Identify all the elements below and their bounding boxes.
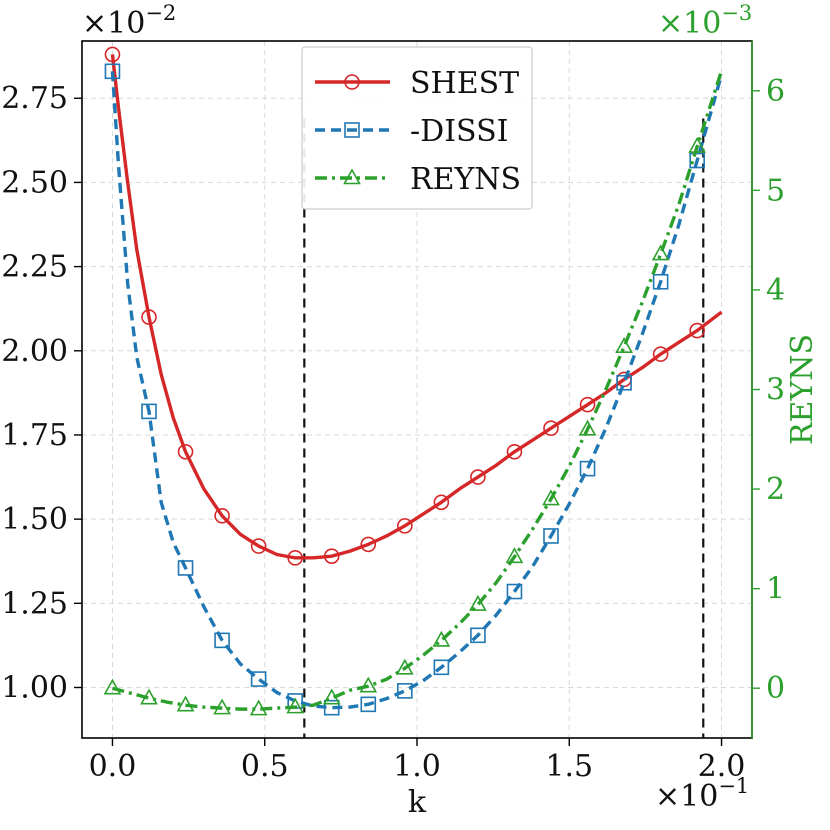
legend-items: SHEST -DISSI REYNS bbox=[315, 66, 521, 197]
data-point-dissi bbox=[689, 152, 705, 169]
right-y-tick-label: 6 bbox=[766, 74, 785, 109]
legend-marker bbox=[344, 74, 360, 90]
data-point-reyns bbox=[249, 699, 268, 716]
y-tick-label: 2.75 bbox=[1, 81, 68, 116]
right-y-axis-label: REYNS bbox=[785, 334, 820, 445]
data-point-dissi bbox=[433, 659, 450, 676]
legend: SHEST -DISSI REYNS bbox=[301, 46, 533, 210]
y-tick-label: 2.25 bbox=[1, 250, 68, 285]
data-point-shest bbox=[652, 346, 669, 362]
right-y-scale-base: ×10 bbox=[658, 6, 721, 41]
data-point-dissi bbox=[323, 699, 340, 716]
right-y-scale-exponent: −3 bbox=[721, 1, 752, 25]
series-line-dissi bbox=[110, 71, 724, 710]
legend-label: REYNS bbox=[410, 162, 521, 197]
legend-marker bbox=[344, 122, 360, 138]
data-point-shest bbox=[104, 46, 121, 63]
data-point-reyns bbox=[651, 244, 670, 261]
data-point-shest bbox=[250, 538, 267, 554]
grid-layer bbox=[82, 41, 752, 738]
data-point-reyns bbox=[542, 489, 560, 506]
data-point-shest bbox=[470, 469, 486, 485]
x-tick-label: 2.0 bbox=[698, 749, 746, 784]
right-y-tick-label: 0 bbox=[766, 671, 785, 706]
data-point-reyns bbox=[432, 630, 451, 647]
data-point-dissi bbox=[616, 374, 632, 391]
data-point-reyns bbox=[395, 658, 414, 675]
tick-layer: 0.0 0.5 1.0 1.5 2.0 1.00 1.25 1.50 1.75 2.00 2.25 2… bbox=[1, 74, 785, 784]
vertical-reference-lines bbox=[303, 118, 705, 738]
data-point-shest bbox=[689, 322, 705, 339]
data-point-dissi bbox=[397, 683, 413, 699]
data-point-dissi bbox=[543, 528, 559, 544]
data-point-shest bbox=[506, 443, 523, 460]
right-y-tick-label: 5 bbox=[766, 173, 785, 208]
series-line-shest bbox=[110, 54, 723, 560]
x-tick-label: 0.0 bbox=[89, 749, 137, 784]
right-y-tick-label: 3 bbox=[766, 373, 785, 408]
data-point-shest bbox=[177, 443, 194, 460]
data-point-reyns bbox=[688, 136, 707, 153]
legend-box bbox=[301, 46, 533, 210]
data-point-reyns bbox=[505, 547, 524, 564]
x-scale-exponent: −1 bbox=[718, 774, 749, 798]
left-y-scale-base: ×10 bbox=[82, 6, 145, 41]
data-point-reyns bbox=[359, 676, 378, 693]
data-point-dissi bbox=[177, 560, 194, 576]
data-point-dissi bbox=[250, 671, 267, 687]
data-point-dissi bbox=[579, 460, 596, 477]
data-point-shest bbox=[287, 550, 303, 566]
y-tick-label: 1.75 bbox=[1, 418, 68, 453]
y-tick-label: 1.25 bbox=[1, 586, 68, 621]
right-y-tick-label: 4 bbox=[766, 273, 785, 308]
data-point-dissi bbox=[214, 632, 230, 649]
series-line-reyns bbox=[112, 70, 724, 711]
data-point-reyns bbox=[615, 337, 633, 353]
data-point-dissi bbox=[360, 696, 377, 713]
data-point-dissi bbox=[652, 273, 669, 290]
series-layer bbox=[103, 46, 724, 716]
data-point-shest bbox=[433, 494, 450, 511]
data-point-shest bbox=[579, 396, 596, 413]
x-scale-multiplier: ×10−1 bbox=[655, 774, 749, 814]
data-point-dissi bbox=[141, 403, 157, 420]
data-point-dissi bbox=[470, 627, 486, 644]
data-point-reyns bbox=[469, 594, 487, 611]
data-point-dissi bbox=[506, 583, 523, 600]
data-point-reyns bbox=[103, 678, 122, 695]
data-point-reyns bbox=[322, 688, 341, 705]
left-y-scale-multiplier: ×10−2 bbox=[82, 1, 176, 41]
y-tick-label: 2.50 bbox=[1, 165, 68, 200]
legend-label: SHEST bbox=[410, 66, 519, 101]
x-tick-label: 1.0 bbox=[393, 749, 441, 784]
data-point-reyns bbox=[176, 695, 195, 712]
data-point-shest bbox=[543, 420, 559, 437]
y-tick-label: 1.00 bbox=[1, 670, 68, 705]
legend-marker bbox=[343, 168, 361, 185]
data-point-shest bbox=[141, 309, 157, 325]
y-tick-label: 2.00 bbox=[1, 334, 68, 369]
x-tick-label: 1.5 bbox=[545, 749, 593, 784]
legend-label: -DISSI bbox=[410, 114, 508, 149]
data-point-reyns bbox=[213, 698, 231, 715]
data-point-dissi bbox=[104, 63, 121, 80]
right-y-tick-label: 2 bbox=[766, 472, 785, 507]
x-scale-base: ×10 bbox=[655, 779, 718, 814]
left-y-scale-exponent: −2 bbox=[145, 1, 176, 25]
x-tick-label: 0.5 bbox=[241, 749, 289, 784]
data-point-shest bbox=[214, 507, 230, 524]
data-point-reyns bbox=[286, 697, 305, 714]
data-point-shest bbox=[360, 536, 377, 553]
data-point-shest bbox=[397, 518, 413, 534]
data-point-reyns bbox=[140, 688, 158, 705]
right-y-tick-label: 1 bbox=[766, 572, 785, 607]
y-tick-label: 1.50 bbox=[1, 502, 68, 537]
data-point-shest bbox=[323, 548, 340, 564]
x-axis-label: k bbox=[408, 785, 427, 820]
data-point-reyns bbox=[578, 419, 597, 436]
right-y-scale-multiplier: ×10−3 bbox=[658, 1, 752, 41]
